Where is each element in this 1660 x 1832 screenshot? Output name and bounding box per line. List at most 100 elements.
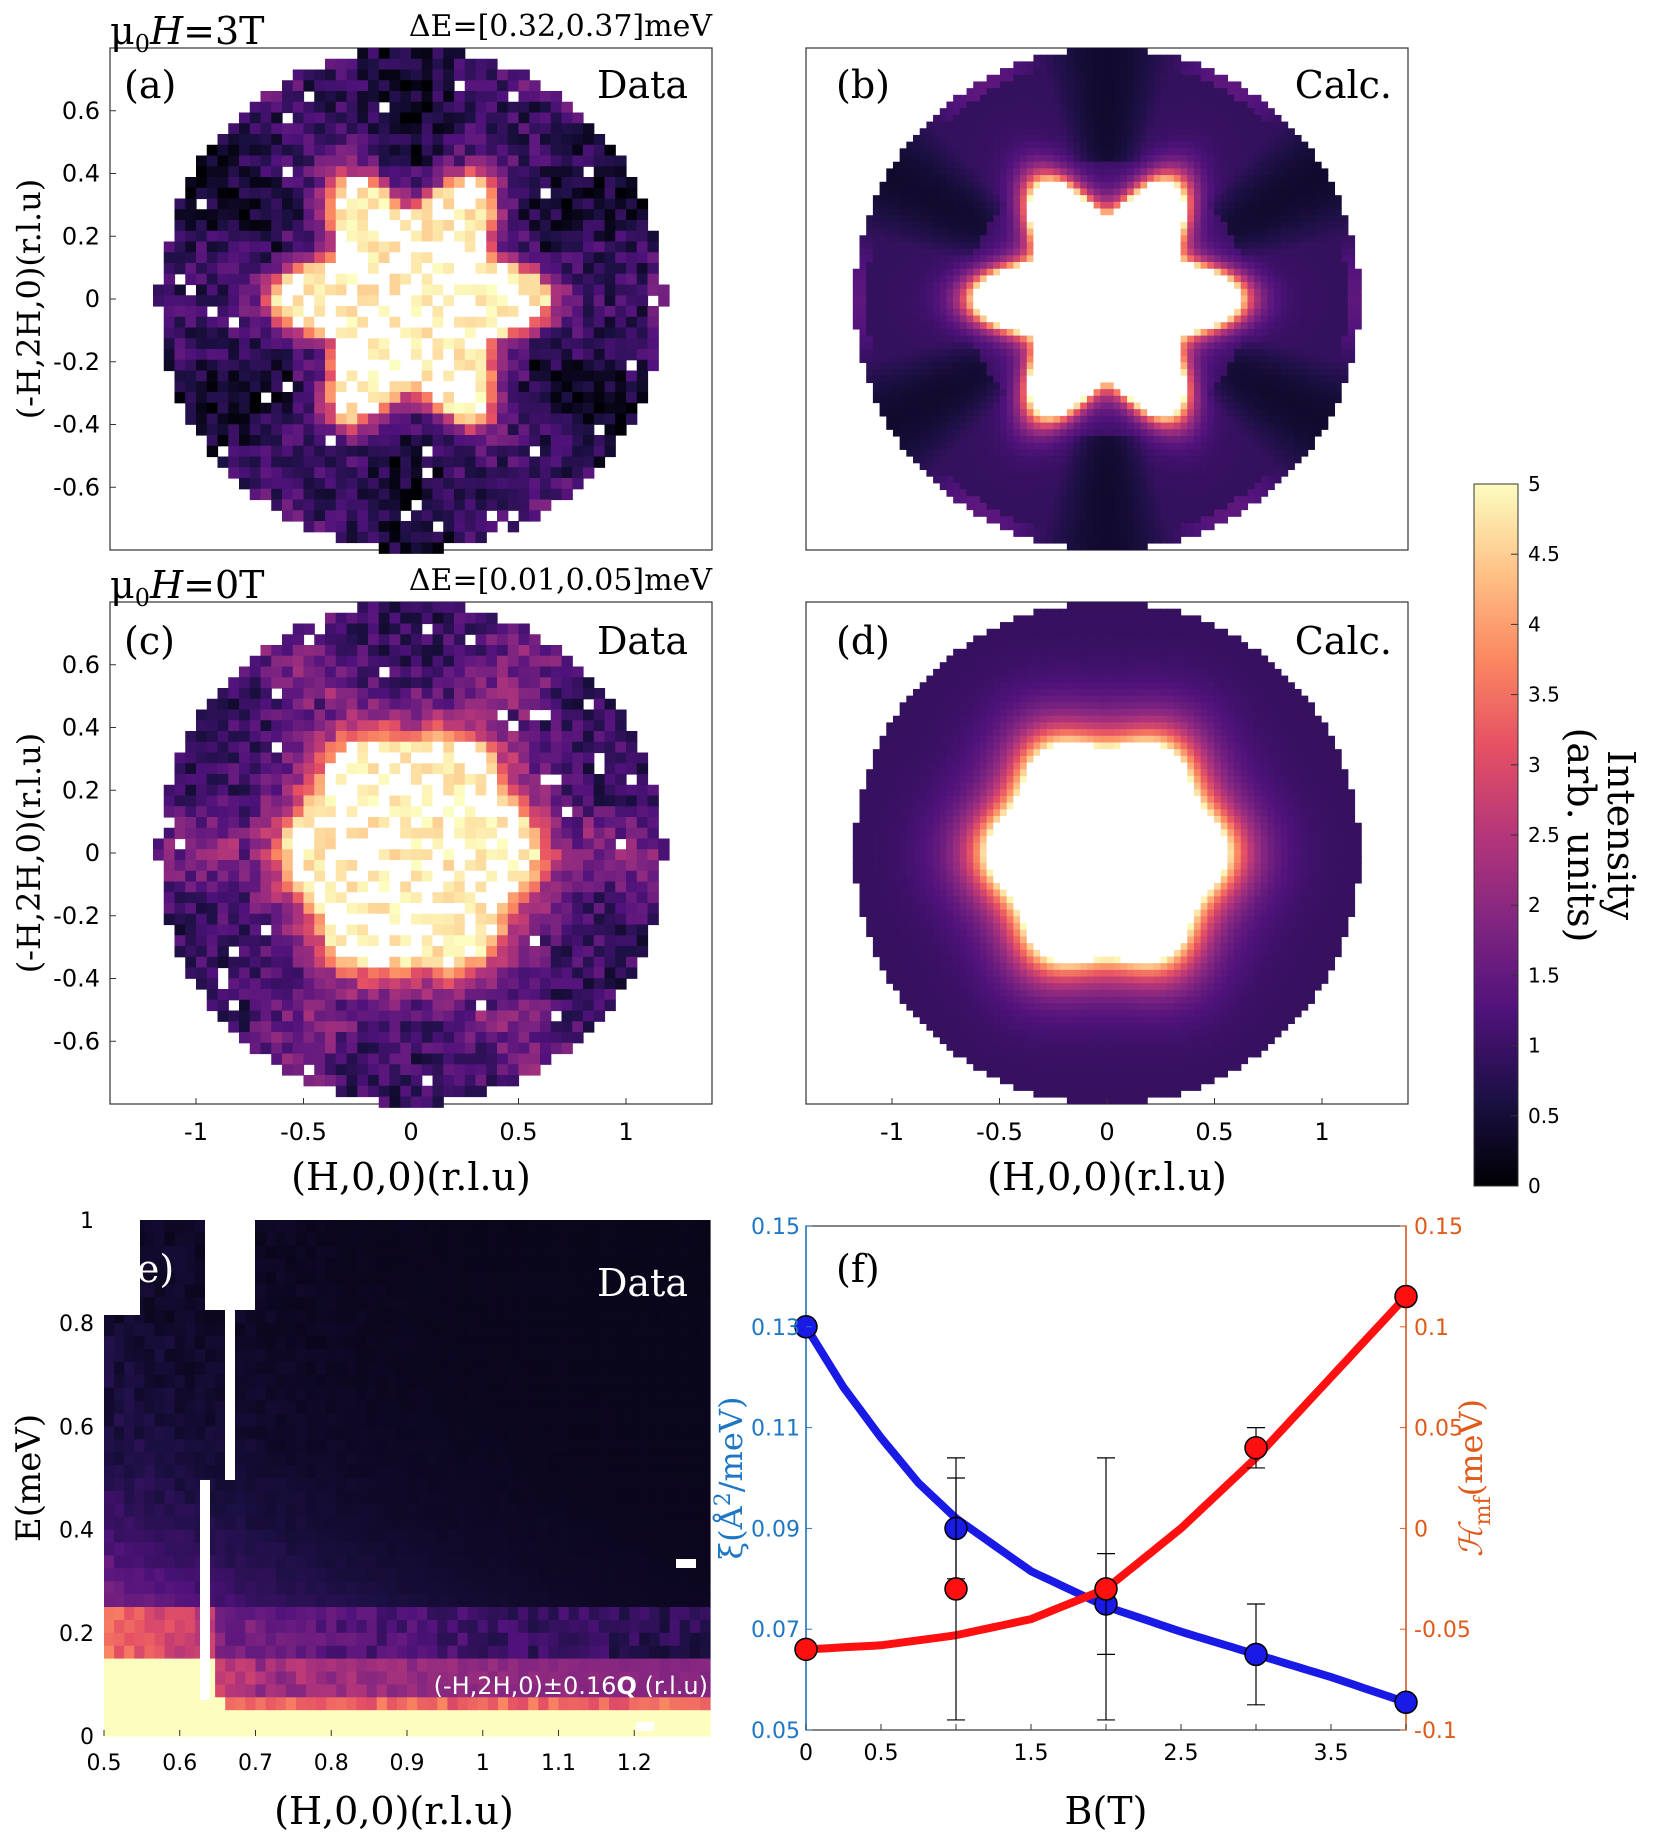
masked-region <box>104 1220 140 1315</box>
y-tick-label: -0.6 <box>53 1027 100 1055</box>
panel-e: (e) Data (-H,2H,0)±0.16Q (r.l.u) 0.5 0.6 0… <box>9 1209 711 1832</box>
x-tick-label: -0.5 <box>280 1118 327 1146</box>
colorbar: 0 0.5 1 1.5 2 2.5 3 3.5 4 4.5 5 Intensity (arb. un… <box>1473 472 1643 1198</box>
colorbar-tick-label: 3 <box>1528 753 1541 777</box>
x-tick-label: 1 <box>476 1751 490 1776</box>
xi-point <box>1394 1690 1418 1715</box>
colorbar-label-line1: Intensity <box>1599 750 1643 921</box>
panel-a-letter: (a) <box>124 63 176 107</box>
y-tick-label: 0.4 <box>62 714 100 742</box>
panel-a-y-label: (-H,2H,0)(r.l.u) <box>10 179 48 420</box>
panel-e-heatmap <box>104 1220 711 1737</box>
panel-e-x-label: (H,0,0)(r.l.u) <box>274 1789 514 1832</box>
y-right-tick-label: -0.1 <box>1414 1719 1457 1744</box>
x-tick-label: 0.5 <box>499 1118 537 1146</box>
panel-b-tag: Calc. <box>1295 63 1392 107</box>
y-tick-label: -0.2 <box>53 348 100 376</box>
x-tick-label: 0.5 <box>87 1751 122 1776</box>
hmf-point <box>1244 1436 1268 1460</box>
panel-d-heatmap <box>852 602 1362 1105</box>
panel-d-x-ticks: -1 -0.5 0 0.5 1 <box>880 1098 1330 1146</box>
panel-d-letter: (d) <box>836 619 890 663</box>
panel-f-plot <box>794 1284 1418 1721</box>
panel-f-x-ticks: 0 0.5 1.5 2.5 3.5 <box>799 1724 1407 1766</box>
panel-c: μ0H=0T ΔE=[0.01,0.05]meV (c) Data 0.6 0.4… <box>10 563 713 1199</box>
panel-b-heatmap <box>852 48 1362 551</box>
panel-c-y-label: (-H,2H,0)(r.l.u) <box>10 733 48 974</box>
y-tick-label: 1 <box>80 1209 94 1234</box>
panel-c-x-label: (H,0,0)(r.l.u) <box>291 1155 531 1199</box>
panel-a-field-label: μ0H=3T <box>110 9 265 58</box>
y-left-tick-label: 0.15 <box>751 1215 800 1240</box>
xi-point <box>1244 1642 1268 1667</box>
x-tick-label: -0.5 <box>976 1118 1023 1146</box>
panel-e-x-ticks: 0.5 0.6 0.7 0.8 0.9 1 1.1 1.2 <box>87 1730 652 1776</box>
panel-e-cut-label: (-H,2H,0)±0.16Q (r.l.u) <box>434 1672 708 1700</box>
colorbar-tick-label: 2.5 <box>1528 823 1560 847</box>
colorbar-tick-label: 5 <box>1528 472 1541 496</box>
x-tick-label: 1.1 <box>541 1751 576 1776</box>
y-tick-label: 0.2 <box>62 222 100 250</box>
panel-a-tag: Data <box>597 63 688 107</box>
y-tick-label: 0.2 <box>59 1622 94 1647</box>
panel-e-y-ticks: 0 0.2 0.4 0.6 0.8 1 <box>59 1209 94 1750</box>
x-tick-label: 2.5 <box>1164 1741 1199 1766</box>
panel-c-energy: ΔE=[0.01,0.05]meV <box>409 563 713 598</box>
panel-f: (f) 0 0.5 1.5 2.5 3.5 0.050.070.090.110.130.… <box>711 1215 1496 1832</box>
colorbar-tick-label: 4 <box>1528 612 1541 636</box>
x-tick-label: -1 <box>880 1118 904 1146</box>
panel-c-tag: Data <box>597 619 688 663</box>
panel-d-tag: Calc. <box>1295 619 1392 663</box>
x-tick-label: 1.2 <box>617 1751 652 1776</box>
panel-f-y-ticks-left: 0.05 0.07 0.09 0.11 0.13 0.15 <box>751 1215 812 1744</box>
y-tick-label: -0.2 <box>53 902 100 930</box>
panel-f-y-label-right: ℋmf(meV) <box>1452 1399 1496 1557</box>
colorbar-tick-label: 0.5 <box>1528 1104 1560 1128</box>
colorbar-tick-label: 1 <box>1528 1034 1541 1058</box>
hmf-point <box>944 1577 968 1601</box>
colorbar-gradient <box>1473 483 1519 1187</box>
y-left-tick-label: 0.13 <box>751 1316 800 1341</box>
masked-region <box>636 1722 654 1731</box>
panel-f-y-ticks-right: -0.1 -0.05 0 0.05 0.1 0.15 <box>1400 1215 1471 1744</box>
panel-a-heatmap <box>153 48 670 554</box>
y-tick-label: -0.4 <box>53 411 100 439</box>
panel-e-y-label: E(meV) <box>9 1414 49 1542</box>
x-tick-label: 1 <box>618 1118 633 1146</box>
panel-f-y-label-left: ξ(Å2/meV) <box>711 1397 750 1560</box>
panel-a: μ0H=3T ΔE=[0.32,0.37]meV (a) Data 0.6 0.4… <box>10 9 713 554</box>
y-left-tick-label: 0.05 <box>751 1719 800 1744</box>
x-tick-label: 0.6 <box>162 1751 197 1776</box>
colorbar-ticks: 0 0.5 1 1.5 2 2.5 3 3.5 4 4.5 5 <box>1511 472 1560 1198</box>
panel-e-letter: (e) <box>122 1247 174 1291</box>
panel-c-letter: (c) <box>124 619 175 663</box>
hmf-point <box>794 1637 818 1662</box>
x-tick-label: 0.7 <box>238 1751 273 1776</box>
colorbar-tick-label: 2 <box>1528 893 1541 917</box>
x-tick-label: 0 <box>1099 1118 1114 1146</box>
x-tick-label: -1 <box>184 1118 208 1146</box>
y-left-tick-label: 0.07 <box>751 1618 800 1643</box>
y-left-tick-label: 0.09 <box>751 1517 800 1542</box>
panel-c-y-ticks: 0.6 0.4 0.2 0 -0.2 -0.4 -0.6 <box>53 651 116 1055</box>
x-tick-label: 0.8 <box>314 1751 349 1776</box>
panel-c-field-label: μ0H=0T <box>110 563 265 612</box>
y-right-tick-label: -0.05 <box>1414 1618 1471 1643</box>
x-tick-label: 0.5 <box>1195 1118 1233 1146</box>
hmf-point <box>1394 1284 1418 1309</box>
y-left-tick-label: 0.11 <box>751 1417 800 1442</box>
panel-d: (d) Calc. -1 -0.5 0 0.5 1 (H,0,0)(r.l.u) <box>805 601 1409 1199</box>
y-tick-label: 0 <box>85 839 100 867</box>
panel-c-heatmap <box>153 602 670 1108</box>
y-tick-label: 0 <box>85 285 100 313</box>
colorbar-tick-label: 4.5 <box>1528 542 1560 566</box>
y-right-tick-label: 0 <box>1414 1517 1428 1542</box>
y-tick-label: -0.4 <box>53 965 100 993</box>
hmf-point <box>1094 1577 1118 1601</box>
x-tick-label: 0.9 <box>390 1751 425 1776</box>
colorbar-tick-label: 1.5 <box>1528 963 1560 987</box>
y-right-tick-label: 0.15 <box>1414 1215 1463 1240</box>
y-tick-label: 0.6 <box>59 1415 94 1440</box>
panel-a-energy: ΔE=[0.32,0.37]meV <box>409 9 713 44</box>
